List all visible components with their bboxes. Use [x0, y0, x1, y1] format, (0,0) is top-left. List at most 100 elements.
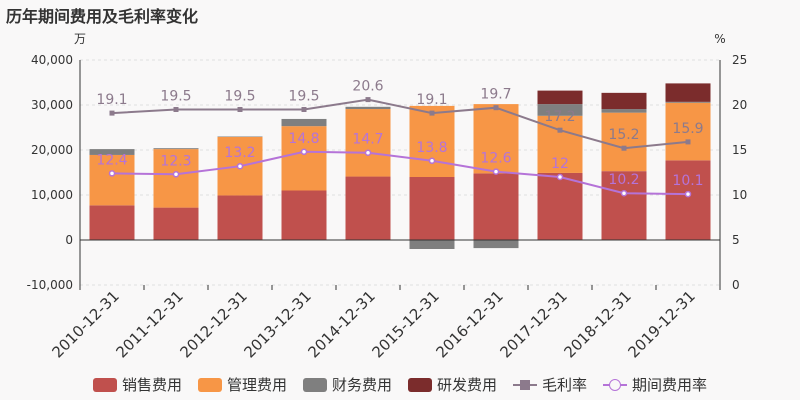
y-right-tick-label: 10	[732, 188, 747, 202]
bar-segment	[89, 149, 135, 155]
data-label: 10.1	[672, 173, 703, 189]
bar-segment	[153, 149, 199, 208]
data-label: 19.7	[480, 87, 511, 103]
legend-swatch-sales	[92, 377, 117, 392]
data-point	[557, 127, 563, 133]
data-label: 19.5	[160, 89, 191, 105]
legend-label-gross-margin: 毛利率	[542, 376, 588, 394]
y-right-tick-label: 0	[732, 278, 740, 292]
legend-swatch-finance	[302, 377, 327, 392]
legend-label-expense-ratio: 期间费用率	[632, 376, 708, 394]
bar-segment	[89, 205, 135, 240]
legend-item-gross-margin[interactable]: 毛利率	[513, 374, 587, 395]
bar-segment	[473, 240, 519, 249]
x-tick-label: 2019-12-31	[624, 287, 698, 361]
data-label: 14.8	[288, 131, 319, 147]
bar-segment	[537, 104, 583, 116]
x-tick-label: 2013-12-31	[240, 287, 314, 361]
bar-segment	[281, 118, 327, 127]
data-point	[173, 107, 179, 112]
bar-segment	[601, 112, 647, 172]
data-point	[556, 173, 564, 181]
data-label: 12.4	[96, 152, 127, 168]
legend-item-expense-ratio[interactable]: 期间费用率	[603, 374, 707, 395]
data-label: 20.6	[352, 79, 383, 95]
y-right-tick-label: 5	[732, 233, 740, 247]
legend: 销售费用 管理费用 财务费用 研发费用 毛利率 期间费用率	[0, 374, 800, 395]
legend-item-rd[interactable]: 研发费用	[408, 374, 497, 395]
legend-label-admin: 管理费用	[226, 376, 287, 394]
data-point	[236, 162, 244, 170]
bar-segment	[537, 90, 583, 105]
data-point	[621, 145, 627, 151]
bar-series	[89, 83, 711, 249]
data-point	[364, 149, 372, 156]
data-point	[172, 171, 180, 178]
legend-swatch-admin	[197, 377, 222, 392]
bar-segment	[281, 190, 327, 240]
data-point	[492, 168, 500, 175]
x-tick-label: 2017-12-31	[496, 287, 570, 361]
series-line	[111, 98, 689, 150]
legend-item-admin[interactable]: 管理费用	[197, 374, 287, 395]
data-point	[684, 190, 692, 198]
bar-segment	[665, 102, 711, 161]
legend-label-finance: 财务费用	[331, 376, 392, 394]
legend-swatch-gross-margin	[513, 378, 538, 392]
data-label: 17.2	[544, 109, 575, 125]
x-tick-label: 2014-12-31	[304, 287, 378, 361]
data-label: 19.5	[288, 89, 319, 105]
bar-segment	[345, 176, 391, 240]
y-left-tick-label: 10,000	[31, 188, 73, 202]
legend-item-sales[interactable]: 销售费用	[92, 374, 182, 395]
bar-segment	[281, 126, 327, 191]
y-left-tick-label: -10,000	[27, 278, 73, 292]
data-point	[237, 107, 243, 112]
x-tick-label: 2012-12-31	[176, 287, 250, 361]
data-point	[493, 105, 499, 111]
y-right-tick-label: 25	[732, 53, 747, 67]
x-tick-label: 2016-12-31	[432, 287, 506, 361]
bar-segment	[601, 171, 647, 240]
bar-segment	[89, 154, 135, 206]
data-point	[365, 97, 371, 103]
x-tick-label: 2011-12-31	[112, 287, 186, 361]
right-axis-unit: %	[714, 32, 725, 46]
bar-segment	[665, 160, 711, 240]
data-label: 13.8	[416, 140, 447, 156]
bar-segment	[665, 83, 711, 102]
data-label: 10.2	[608, 172, 639, 188]
data-point	[301, 107, 307, 112]
data-label: 12.3	[160, 153, 191, 169]
bar-segment	[345, 109, 391, 177]
x-tick-label: 2018-12-31	[560, 287, 634, 361]
data-label: 19.5	[224, 89, 255, 105]
bar-segment	[665, 101, 711, 103]
legend-item-finance[interactable]: 财务费用	[302, 374, 392, 395]
bar-segment	[153, 207, 199, 240]
y-right-tick-label: 15	[732, 143, 747, 157]
left-axis-unit: 万	[74, 32, 86, 46]
data-label: 14.7	[352, 132, 383, 148]
legend-swatch-expense-ratio	[603, 378, 628, 392]
data-point	[429, 110, 435, 116]
data-point	[108, 170, 116, 177]
y-right-tick-label: 20	[732, 98, 747, 112]
data-label: 12.6	[480, 151, 511, 167]
bar-segment	[153, 148, 199, 150]
bar-segment	[217, 136, 263, 137]
series-line	[111, 150, 689, 196]
bar-segment	[601, 109, 647, 113]
data-point	[109, 110, 115, 116]
data-point	[620, 189, 628, 197]
data-label: 19.1	[416, 92, 447, 108]
chart-title: 历年期间费用及毛利率变化	[6, 7, 199, 26]
legend-label-rd: 研发费用	[437, 376, 498, 394]
bar-segment	[473, 104, 519, 174]
y-left-tick-label: 30,000	[31, 98, 73, 112]
bar-segment	[409, 177, 455, 240]
y-left-tick-label: 20,000	[31, 143, 73, 157]
bar-segment	[409, 105, 455, 177]
y-left-tick-label: 0	[65, 233, 73, 247]
